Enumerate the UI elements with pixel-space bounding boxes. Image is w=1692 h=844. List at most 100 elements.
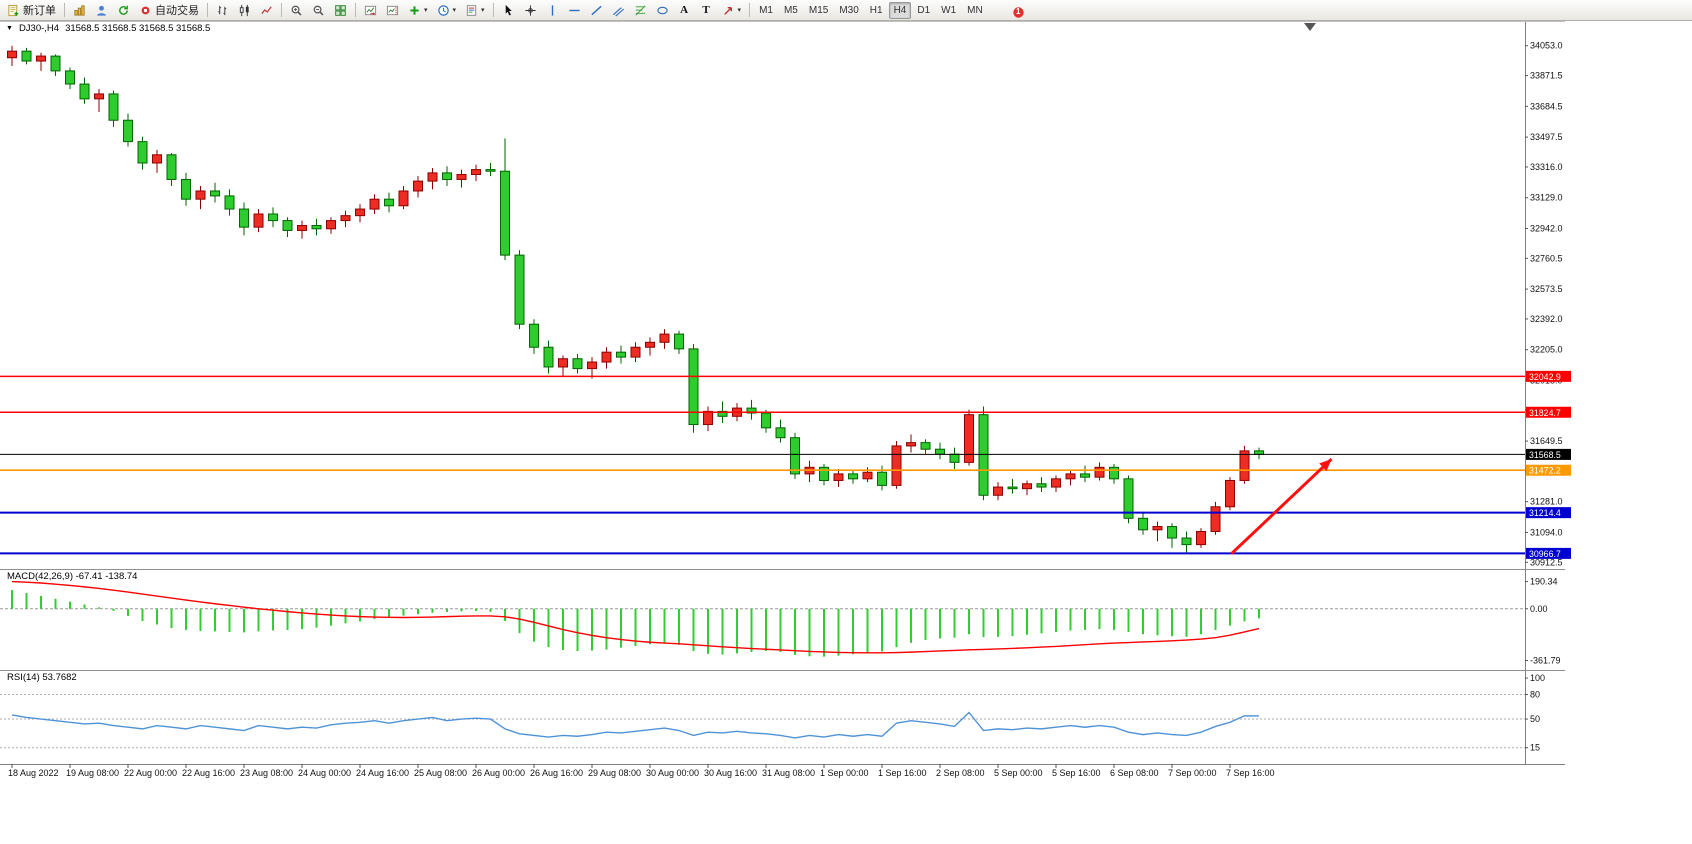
periods-button[interactable]: ▾: [433, 2, 461, 19]
time-tick-label: 18 Aug 2022: [8, 768, 59, 778]
vertical-line-button[interactable]: [542, 2, 563, 19]
one-click-trading-expander[interactable]: ▼: [6, 25, 13, 32]
time-tick-label: 7 Sep 16:00: [1226, 768, 1275, 778]
indicators-icon: [408, 4, 421, 17]
price-tick-label: 32573.5: [1530, 284, 1563, 294]
time-tick-label: 1 Sep 00:00: [820, 768, 869, 778]
time-tick-label: 7 Sep 00:00: [1168, 768, 1217, 778]
price-line-label: 31472.2: [1529, 466, 1561, 476]
fibonacci-button[interactable]: [630, 2, 651, 19]
new-order-button[interactable]: 新订单: [3, 2, 60, 19]
price-tick-label: 31649.5: [1530, 436, 1563, 446]
button-label: H1: [869, 4, 883, 16]
autotrade-button[interactable]: 自动交易: [135, 2, 203, 19]
shapes-icon: [656, 4, 669, 17]
price-tick-label: 30912.5: [1530, 557, 1563, 567]
macd-indicator-label: MACD(42,26,9) -67.41 -138.74: [7, 571, 138, 582]
bar-chart-button[interactable]: [212, 2, 233, 19]
timeframe-MN-button[interactable]: MN: [962, 2, 988, 19]
button-label: MN: [967, 4, 983, 16]
crosshair-button[interactable]: [520, 2, 541, 19]
badge-count: 1: [1016, 6, 1021, 16]
arrows-button[interactable]: ▾: [718, 2, 746, 19]
timeframe-D1-button[interactable]: D1: [912, 2, 935, 19]
templates-icon: [465, 4, 478, 17]
refresh-button[interactable]: [113, 2, 134, 19]
price-line-label: 32042.9: [1529, 372, 1561, 382]
button-label: W1: [941, 4, 957, 16]
periods-icon: [437, 4, 450, 17]
toolbar-separator: [281, 3, 282, 17]
price-tick-label: 31094.0: [1530, 527, 1563, 537]
refresh-icon: [117, 4, 130, 17]
button-label: M15: [808, 4, 829, 16]
horizontal-lines[interactable]: [0, 375, 1525, 555]
profile-button[interactable]: [91, 2, 112, 19]
trendline-icon: [590, 4, 603, 17]
rsi-scale-label: 15: [1530, 743, 1540, 753]
chart-shift-marker[interactable]: [1304, 23, 1316, 31]
timeframe-H1-button[interactable]: H1: [865, 2, 888, 19]
price-line-label-box: [1526, 406, 1571, 418]
time-tick-label: 29 Aug 08:00: [588, 768, 641, 778]
cursor-icon: [502, 4, 515, 17]
line-chart-icon: [260, 4, 273, 17]
crosshair-icon: [524, 4, 537, 17]
auto-scroll-button[interactable]: [360, 2, 381, 19]
auto-scroll-icon: [364, 4, 377, 17]
rsi-scale-label: 100: [1530, 673, 1545, 683]
timeframe-H4-button[interactable]: H4: [888, 1, 912, 19]
toolbar-separator: [749, 3, 751, 17]
timeframe-M5-button[interactable]: M5: [779, 2, 803, 19]
timeframe-M15-button[interactable]: M15: [804, 2, 833, 19]
label-icon: T: [702, 4, 710, 16]
channel-icon: [612, 4, 625, 17]
cursor-button[interactable]: [498, 2, 519, 19]
text-icon: A: [680, 4, 689, 16]
text-button[interactable]: A: [674, 2, 695, 19]
macd-scale-label: 190.34: [1530, 577, 1558, 587]
zoom-in-button[interactable]: [286, 2, 307, 19]
button-label: M30: [839, 4, 859, 16]
button-label: M1: [759, 4, 773, 16]
button-label: D1: [917, 4, 931, 16]
timeframe-W1-button[interactable]: W1: [936, 2, 961, 19]
toolbar-separator: [207, 3, 208, 17]
indicators-button[interactable]: ▾: [404, 2, 432, 19]
horizontal-line-button[interactable]: [564, 2, 585, 19]
chart-header: ▼ DJ30-,H4 31568.5 31568.5 31568.5 31568…: [6, 23, 210, 34]
rsi-scale-label: 80: [1530, 689, 1540, 699]
shapes-button[interactable]: [652, 2, 673, 19]
notification-badge[interactable]: 1: [1008, 4, 1029, 21]
tile-windows-button[interactable]: [330, 2, 351, 19]
market-button[interactable]: [69, 2, 90, 19]
market-icon: [73, 4, 86, 17]
arrows-icon: [722, 4, 735, 17]
chart-shift-icon: [386, 4, 399, 17]
zoom-out-button[interactable]: [308, 2, 329, 19]
time-tick-label: 6 Sep 08:00: [1110, 768, 1159, 778]
timeframe-M30-button[interactable]: M30: [834, 2, 863, 19]
price-axis: 34053.0 33871.5 33684.5 33497.5 33316.0 33129…: [1525, 41, 1571, 567]
price-tick-label: 32942.0: [1530, 223, 1563, 233]
zoom-in-icon: [290, 4, 303, 17]
fibonacci-icon: [634, 4, 647, 17]
caret-down-icon: ▾: [424, 7, 428, 14]
zoom-out-icon: [312, 4, 325, 17]
rsi-indicator-label: RSI(14) 53.7682: [7, 672, 77, 683]
trend-arrow[interactable]: [1230, 457, 1333, 555]
timeframe-M1-button[interactable]: M1: [754, 2, 778, 19]
chart-shift-button[interactable]: [382, 2, 403, 19]
text-label-button[interactable]: T: [696, 2, 717, 19]
templates-button[interactable]: ▾: [461, 2, 489, 19]
rsi-scale-label: 50: [1530, 714, 1540, 724]
price-tick-label: 31281.0: [1530, 497, 1563, 507]
trendline-button[interactable]: [586, 2, 607, 19]
line-chart-button[interactable]: [256, 2, 277, 19]
ohlc-values: 31568.5 31568.5 31568.5 31568.5: [65, 23, 211, 34]
equidistant-channel-button[interactable]: [608, 2, 629, 19]
candlestick-button[interactable]: [234, 2, 255, 19]
macd-panel: 190.34 0.00 -361.79: [0, 577, 1561, 666]
